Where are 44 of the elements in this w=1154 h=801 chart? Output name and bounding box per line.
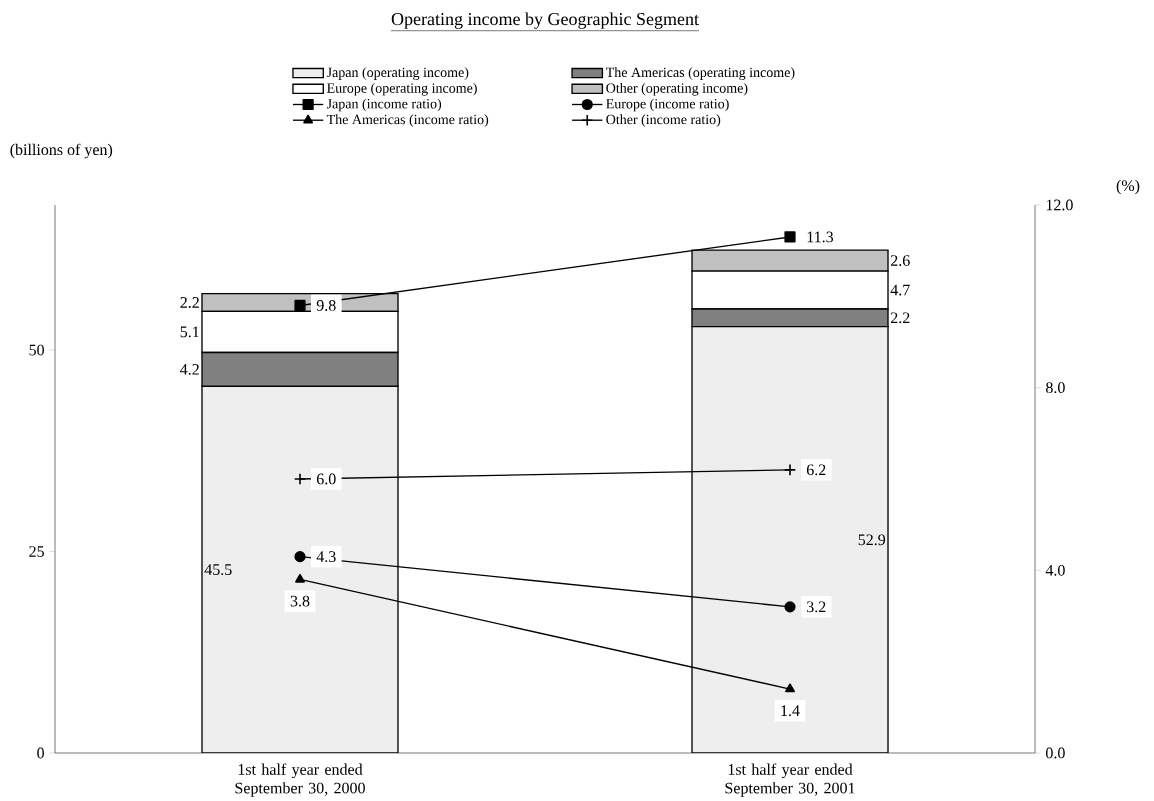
x-tick-label: 1st half year ended September 30, 2001 — [725, 763, 855, 797]
y2-tick-label: 0.0 — [1046, 747, 1065, 759]
data-label: 3.8 — [290, 595, 310, 607]
y-tick-label: 50 — [29, 344, 44, 356]
data-label: 4.2 — [180, 363, 199, 375]
data-label: 2.2 — [180, 297, 199, 308]
data-label: 1.4 — [781, 705, 800, 717]
data-label: 45.5 — [204, 564, 232, 576]
point — [783, 463, 797, 476]
legend-label: Europe (operating income) — [327, 82, 477, 96]
x-tick-label: 1st half year ended September 30, 2000 — [235, 763, 365, 797]
point — [294, 299, 306, 312]
point — [294, 551, 306, 563]
point — [293, 472, 307, 486]
data-label: 6.0 — [316, 473, 336, 485]
data-label: 11.3 — [807, 231, 834, 243]
legend-label: The Americas (income ratio) — [326, 114, 489, 128]
data-label: 4.3 — [316, 551, 336, 563]
legend-label: Other (income ratio) — [606, 114, 721, 128]
data-label: 6.2 — [806, 464, 826, 476]
bar — [691, 326, 889, 753]
data-label: 52.9 — [858, 534, 886, 546]
y2-tick-label: 8.0 — [1046, 382, 1065, 394]
legend-label: Europe (income ratio) — [606, 98, 729, 112]
chart-title: Operating income by Geographic Segment — [391, 12, 699, 29]
data-label: 2.6 — [890, 255, 910, 267]
y2-axis-title: (%) — [1116, 179, 1140, 195]
y2-tick-label: 4.0 — [1045, 564, 1065, 576]
y-axis-title: (billions of yen) — [10, 143, 113, 159]
legend-label: Japan (operating income) — [326, 67, 469, 80]
legend-label: Other (operating income) — [606, 82, 748, 96]
y2-tick-label: 12.0 — [1046, 199, 1073, 211]
y-tick-label: 0 — [37, 747, 44, 759]
point — [784, 601, 796, 613]
data-label: 3.2 — [807, 601, 826, 613]
data-label: 5.1 — [180, 326, 199, 338]
point — [784, 231, 796, 243]
data-label: 9.8 — [316, 300, 336, 311]
legend-label: The Americas (operating income) — [606, 67, 795, 80]
bar — [201, 385, 399, 753]
data-label: 4.7 — [890, 284, 910, 296]
y-tick-label: 25 — [29, 546, 44, 557]
data-label: 2.2 — [890, 312, 910, 324]
legend-label: Japan (income ratio) — [326, 98, 442, 112]
